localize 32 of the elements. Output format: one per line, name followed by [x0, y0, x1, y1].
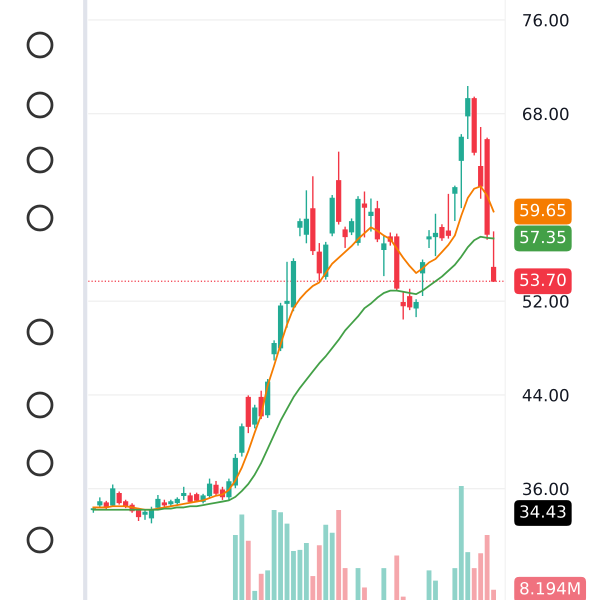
candlestick — [381, 234, 386, 276]
candlestick — [368, 198, 374, 232]
y-tick-label: 36.00 — [523, 482, 568, 496]
bar — [381, 568, 386, 600]
candlestick — [252, 404, 258, 428]
text: 59.65 — [520, 204, 566, 216]
candlestick — [414, 299, 419, 318]
bar — [330, 532, 335, 600]
bar — [400, 596, 406, 600]
candlestick — [452, 186, 458, 222]
bar — [246, 540, 251, 600]
text: 8.194M — [520, 582, 580, 595]
bar — [258, 574, 264, 600]
bar — [465, 552, 470, 600]
y-tick-label: 68.00 — [523, 108, 568, 120]
candlestick — [110, 484, 116, 507]
y-tick-label: 76.00 — [523, 14, 568, 26]
y-tick-label: 44.00 — [522, 388, 568, 402]
candlestick — [342, 226, 348, 248]
candlestick — [181, 486, 186, 500]
text: 34.43 — [520, 505, 566, 518]
bar — [356, 568, 360, 600]
bar — [362, 587, 367, 600]
candlestick — [458, 134, 464, 208]
candlestick — [465, 86, 470, 139]
bar — [323, 524, 328, 600]
bar — [252, 590, 258, 600]
text: 57.35 — [520, 230, 566, 244]
y-tick-label: 52.00 — [523, 295, 568, 308]
ref-line-label: 53.70 — [520, 273, 566, 286]
bar — [394, 556, 400, 600]
candlestick — [362, 191, 368, 238]
